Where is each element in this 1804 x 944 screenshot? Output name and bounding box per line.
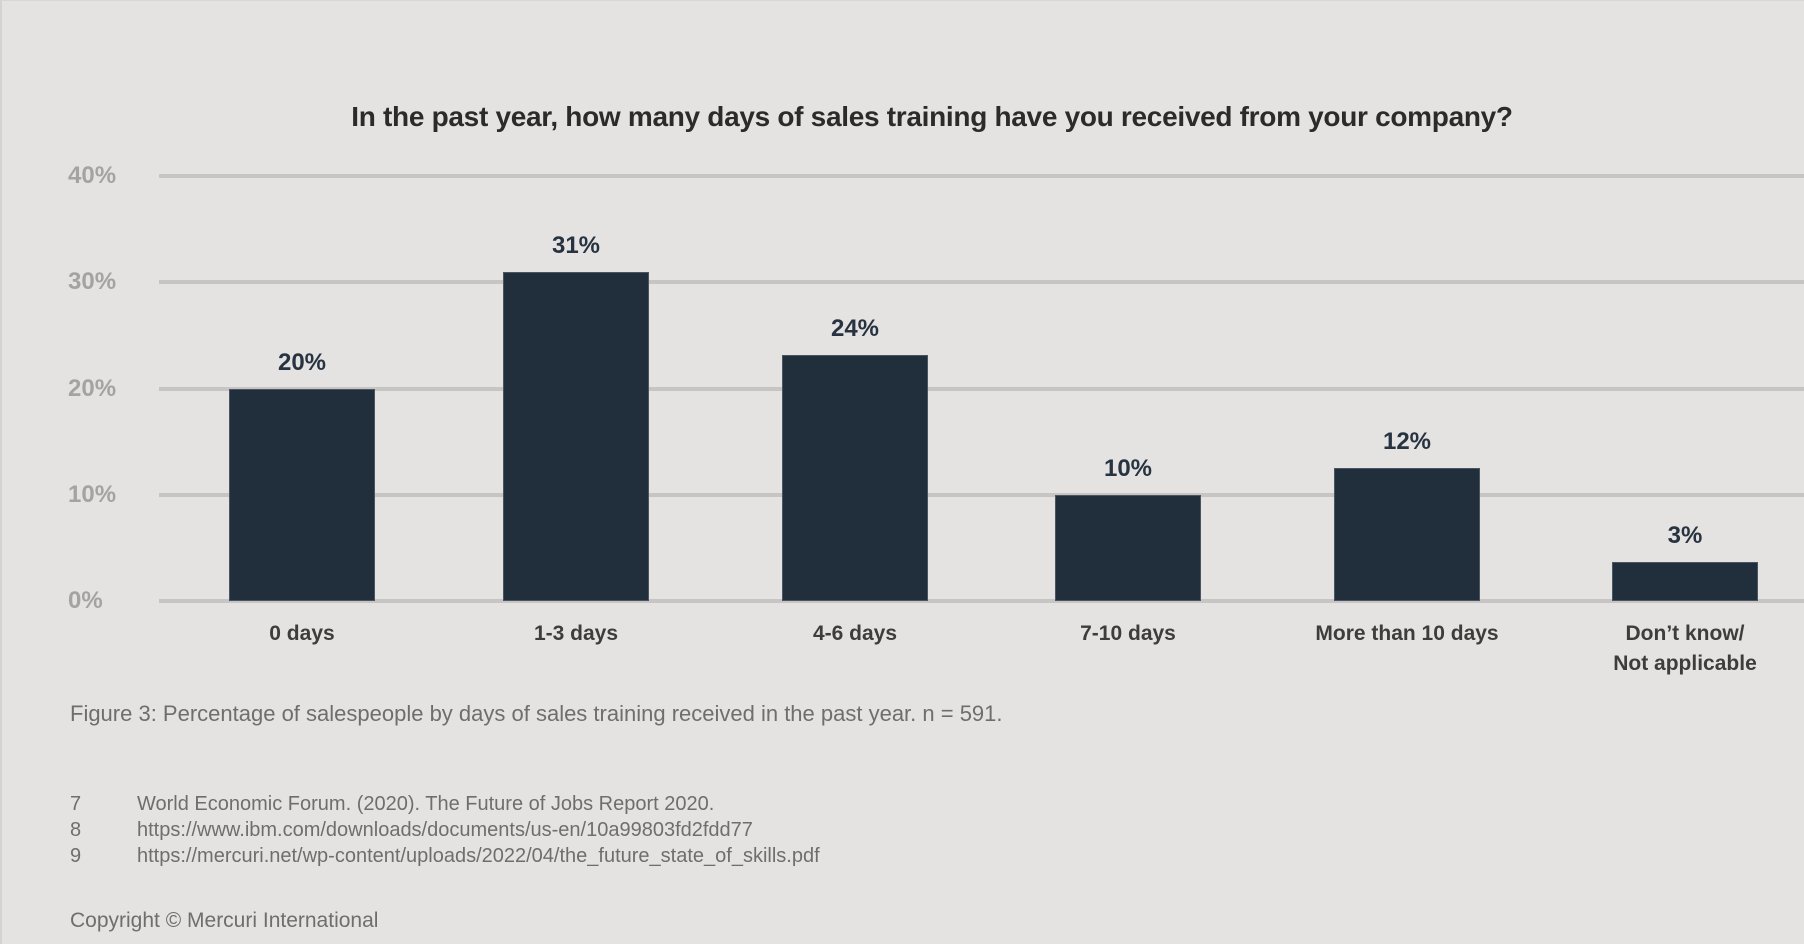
bar-value-label: 31%	[551, 231, 601, 259]
y-axis-tick-label: 10%	[68, 480, 117, 508]
footnote-number: 7	[70, 793, 82, 815]
footnote: 9 https://mercuri.net/wp-content/uploads/…	[70, 843, 820, 869]
bar	[503, 271, 649, 601]
copyright-notice: Copyright © Mercuri International	[70, 909, 379, 932]
gridline	[159, 280, 1804, 285]
footnote: 8 https://www.ibm.com/downloads/documents…	[70, 817, 820, 843]
footnote-text: https://mercuri.net/wp-content/uploads/2…	[137, 845, 820, 867]
x-axis-category-label: 7-10 days	[1080, 622, 1176, 645]
x-axis-category-label: 4-6 days	[812, 622, 898, 645]
x-axis-category-label: More than 10 days	[1315, 622, 1499, 645]
x-axis-category-label: 1-3 days	[533, 622, 619, 645]
chart-title: In the past year, how many days of sales…	[351, 101, 1513, 132]
y-axis-tick-label: 20%	[68, 374, 117, 402]
gridline	[159, 492, 1804, 497]
bar-value-label: 10%	[1103, 454, 1153, 482]
gridline	[159, 599, 1804, 603]
y-axis-tick-label: 40%	[68, 162, 117, 189]
x-axis-category-label: Don’t know/ Not applicable	[1613, 622, 1757, 675]
y-axis-tick-label: 30%	[68, 268, 117, 296]
footnote-number: 9	[70, 845, 82, 867]
bar-chart: 0% 10% 20% 30% 40% 20% 0 days 31% 1-3 days 24% 4-6…	[2, 1, 1804, 701]
bar-value-label: 24%	[830, 314, 880, 342]
gridline	[159, 174, 1804, 178]
footnote-text: https://www.ibm.com/downloads/documents/…	[137, 819, 753, 841]
footnote: 7 World Economic Forum. (2020). The Futur…	[70, 791, 820, 817]
footnote-text: World Economic Forum. (2020). The Future…	[137, 793, 715, 815]
bar-value-label: 12%	[1382, 428, 1432, 456]
footnotes: 7 World Economic Forum. (2020). The Futur…	[70, 791, 820, 869]
bar	[229, 388, 375, 601]
bar-value-label: 20%	[277, 348, 327, 376]
bar	[1334, 468, 1480, 601]
bar-value-label: 3%	[1667, 521, 1703, 549]
x-axis-category-label: 0 days	[269, 622, 335, 645]
footnote-number: 8	[70, 819, 82, 841]
bar	[1612, 561, 1758, 601]
bar	[782, 354, 928, 601]
y-axis-tick-label: 0%	[68, 587, 103, 614]
bar	[1055, 494, 1201, 601]
figure-caption: Figure 3: Percentage of salespeople by d…	[70, 701, 1003, 726]
gridline	[159, 386, 1804, 391]
